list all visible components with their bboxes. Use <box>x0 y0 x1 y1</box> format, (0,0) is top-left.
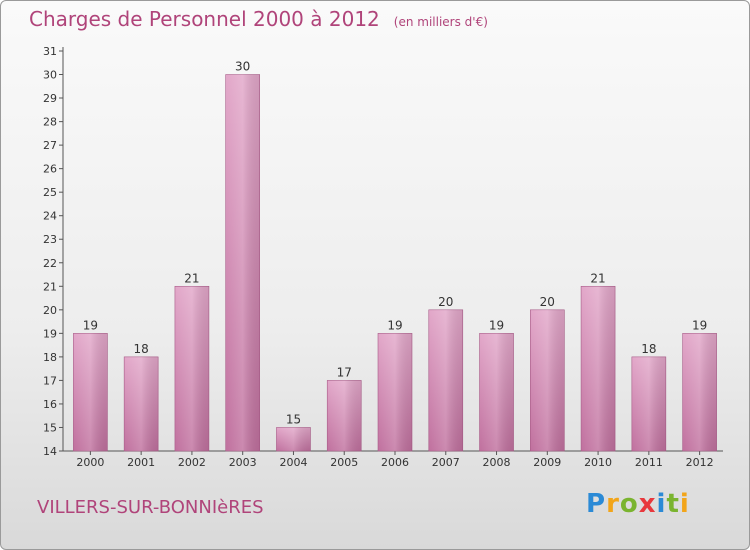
bar-shade-2001 <box>124 356 159 451</box>
y-tick-label: 28 <box>43 116 57 129</box>
x-tick-label-2007: 2007 <box>432 456 460 469</box>
x-tick-label-2008: 2008 <box>483 456 511 469</box>
logo-letter: P <box>586 489 607 519</box>
bar-shade-2002 <box>174 286 209 451</box>
value-label-2000: 19 <box>83 318 98 332</box>
bar-shade-2008 <box>479 333 514 451</box>
x-tick-label-2011: 2011 <box>635 456 663 469</box>
y-tick-label: 27 <box>43 139 57 152</box>
y-tick-label: 19 <box>43 327 57 340</box>
bar-shade-2011 <box>631 356 666 451</box>
chart-title: Charges de Personnel 2000 à 2012 (en mill… <box>29 7 488 31</box>
y-tick-label: 31 <box>43 45 57 58</box>
x-tick-label-2003: 2003 <box>229 456 257 469</box>
x-tick-label-2004: 2004 <box>279 456 307 469</box>
commune-name: VILLERS-SUR-BONNIèRES <box>37 497 264 518</box>
chart-subtitle: (en milliers d'€) <box>393 15 488 29</box>
y-tick-label: 25 <box>43 186 57 199</box>
value-label-2009: 20 <box>540 295 555 309</box>
x-tick-label-2005: 2005 <box>330 456 358 469</box>
logo-letter: o <box>619 489 639 519</box>
x-tick-label-2012: 2012 <box>686 456 714 469</box>
x-tick-label-2002: 2002 <box>178 456 206 469</box>
logo-letter: i <box>656 489 667 519</box>
x-tick-label-2000: 2000 <box>76 456 104 469</box>
bar-shade-2003 <box>225 74 260 451</box>
logo-letter: r <box>606 489 620 519</box>
title-text: Charges de Personnel 2000 à 2012 <box>29 7 380 31</box>
y-tick-label: 26 <box>43 163 57 176</box>
value-label-2007: 20 <box>438 295 453 309</box>
y-tick-label: 23 <box>43 233 57 246</box>
value-label-2001: 18 <box>134 342 149 356</box>
bar-shade-2005 <box>327 380 362 451</box>
value-label-2008: 19 <box>489 318 504 332</box>
y-tick-label: 15 <box>43 421 57 434</box>
y-tick-label: 20 <box>43 304 57 317</box>
x-tick-label-2009: 2009 <box>533 456 561 469</box>
y-tick-label: 14 <box>43 445 57 458</box>
y-tick-label: 24 <box>43 210 57 223</box>
bar-shade-2010 <box>581 286 616 451</box>
bar-shade-2006 <box>378 333 412 451</box>
bars-layer: 19 18 21 30 15 17 19 20 19 20 21 18 19 <box>73 60 717 452</box>
y-tick-label: 16 <box>43 398 57 411</box>
logo-letter: i <box>679 489 690 519</box>
x-tick-label-2001: 2001 <box>127 456 155 469</box>
y-tick-label: 22 <box>43 257 57 270</box>
y-tick-label: 21 <box>43 280 57 293</box>
value-label-2012: 19 <box>692 318 707 332</box>
value-label-2011: 18 <box>641 342 656 356</box>
proxiti-logo[interactable]: Proxiti <box>586 489 690 519</box>
bar-shade-2007 <box>428 309 463 451</box>
value-label-2005: 17 <box>337 365 352 379</box>
y-tick-label: 17 <box>43 374 57 387</box>
bar-shade-2012 <box>682 333 717 451</box>
value-label-2003: 30 <box>235 60 250 74</box>
bar-shade-2004 <box>276 427 311 451</box>
bar-shade-2000 <box>73 333 108 451</box>
logo-letter: t <box>666 489 680 519</box>
value-label-2010: 21 <box>590 271 605 285</box>
value-label-2004: 15 <box>286 412 301 426</box>
bar-shade-2009 <box>530 309 565 451</box>
logo-letter: x <box>638 489 657 519</box>
axis-layer: 14 15 16 17 18 19 20 21 22 23 24 25 26 27 28 29 30 31 2000… <box>43 45 723 469</box>
x-tick-label-2010: 2010 <box>584 456 612 469</box>
value-label-2002: 21 <box>184 271 199 285</box>
y-tick-label: 30 <box>43 69 57 82</box>
y-tick-label: 29 <box>43 92 57 105</box>
value-label-2006: 19 <box>387 318 402 332</box>
x-tick-label-2006: 2006 <box>381 456 409 469</box>
y-tick-label: 18 <box>43 351 57 364</box>
